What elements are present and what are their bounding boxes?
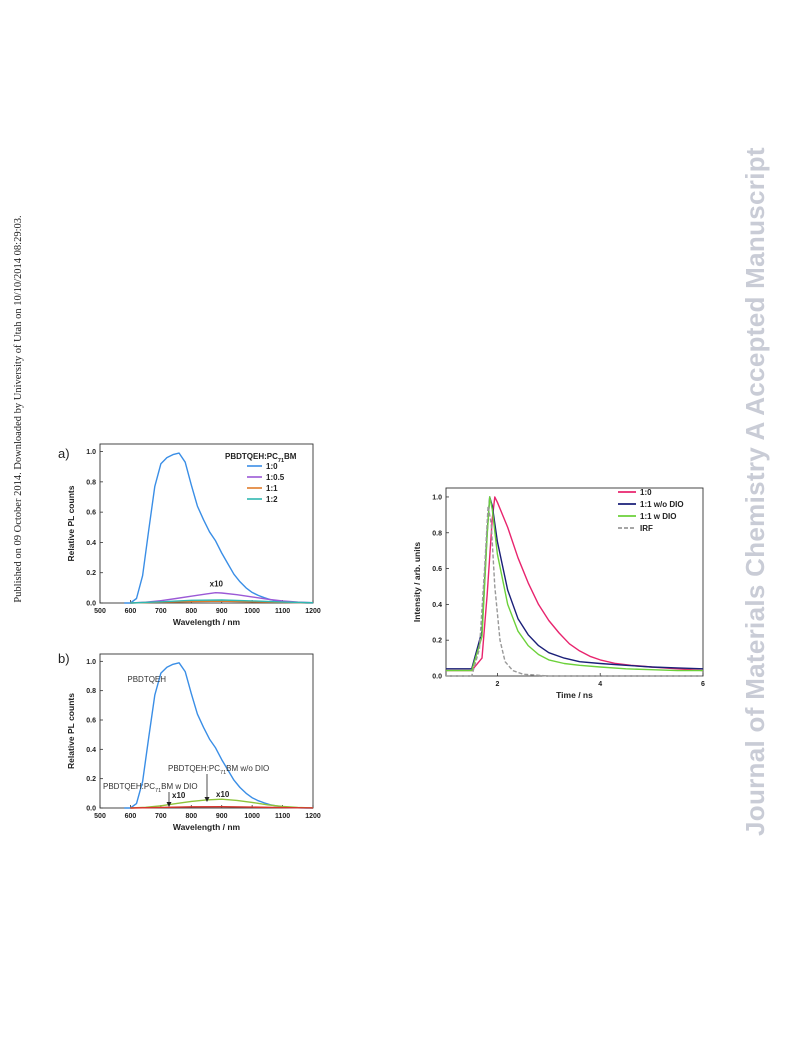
- legend-entry: 1:1 w/o DIO: [640, 500, 684, 509]
- x-tick-label: 1100: [275, 813, 290, 820]
- arrow-head: [166, 802, 172, 807]
- annotation-w-dio: PBDTQEH:PC71BM w DIO: [103, 782, 198, 794]
- arrow-head: [204, 797, 210, 802]
- x-tick-label: 500: [94, 813, 106, 820]
- x-tick-label: 900: [216, 608, 228, 615]
- y-tick-label: 1.0: [86, 659, 96, 666]
- legend-entry: 1:1: [266, 484, 278, 493]
- legend-entry: 1:0.5: [266, 473, 285, 482]
- y-tick-label: 0.4: [432, 602, 442, 609]
- y-tick-label: 0.4: [86, 747, 96, 754]
- y-tick-label: 1.0: [86, 449, 96, 456]
- x-tick-label: 700: [155, 608, 167, 615]
- series-line-2: [130, 806, 314, 809]
- y-tick-label: 0.6: [86, 510, 96, 517]
- x-tick-label: 6: [701, 681, 705, 688]
- annotation-x10: x10: [210, 579, 224, 588]
- y-tick-label: 0.4: [86, 540, 96, 547]
- y-tick-label: 0.0: [86, 806, 96, 813]
- x-tick-label: 1200: [305, 608, 321, 615]
- series-line-1: [130, 592, 314, 604]
- series-line-3: [446, 505, 703, 677]
- y-tick-label: 0.6: [86, 718, 96, 725]
- legend-entry: 1:0: [266, 462, 278, 471]
- series-line-3: [130, 599, 314, 604]
- y-tick-label: 0.8: [432, 530, 442, 537]
- legend-entry: 1:1 w DIO: [640, 512, 676, 521]
- x-tick-label: 700: [155, 813, 167, 820]
- x-tick-label: 800: [185, 608, 197, 615]
- series-line-2: [446, 496, 703, 672]
- y-tick-label: 0.0: [86, 601, 96, 608]
- x-tick-label: 1000: [244, 608, 260, 615]
- series-line-0: [446, 496, 704, 672]
- y-tick-label: 0.8: [86, 688, 96, 695]
- legend-title: PBDTQEH:PC71BM: [225, 452, 297, 464]
- y-axis-label: Relative PL counts: [66, 485, 76, 561]
- legend-entry: IRF: [640, 524, 653, 533]
- x-axis-label: Wavelength / nm: [173, 617, 241, 627]
- x-tick-label: 2: [495, 681, 499, 688]
- chart-b: 0.0 0.2 0.4 0.6 0.8 1.0 500 600 700 800 900 1000 110…: [58, 651, 321, 832]
- y-tick-label: 1.0: [432, 494, 442, 501]
- series-line-1: [130, 798, 314, 809]
- annotation-x10-right: x10: [216, 790, 230, 799]
- annotation-x10-left: x10: [172, 791, 186, 800]
- x-tick-label: 600: [125, 608, 137, 615]
- y-tick-label: 0.0: [432, 674, 442, 681]
- x-tick-label: 1200: [305, 813, 321, 820]
- chart-c: 0.0 0.2 0.4 0.6 0.8 1.0 2 4 6 Time / ns Intensity …: [412, 487, 705, 700]
- y-tick-label: 0.2: [432, 638, 442, 645]
- plot-frame: [99, 443, 314, 604]
- y-axis-label: Intensity / arb. units: [412, 542, 422, 623]
- legend-entry: 1:0: [640, 488, 652, 497]
- x-axis-label: Wavelength / nm: [173, 822, 241, 832]
- y-axis-label: Relative PL counts: [66, 693, 76, 769]
- x-tick-label: 500: [94, 608, 106, 615]
- x-tick-label: 600: [125, 813, 137, 820]
- legend-entry: 1:2: [266, 495, 278, 504]
- panel-label: a): [58, 446, 70, 461]
- y-tick-label: 0.6: [432, 566, 442, 573]
- plot-frame: [99, 653, 314, 809]
- x-tick-label: 1000: [244, 813, 260, 820]
- x-axis-label: Time / ns: [556, 690, 593, 700]
- chart-a: 0.0 0.2 0.4 0.6 0.8 1.0 500 600 700 800 900 1000 110…: [58, 443, 321, 627]
- y-tick-label: 0.8: [86, 479, 96, 486]
- annotation-pbdtqeh: PBDTQEH: [127, 675, 166, 684]
- annotation-wo-dio: PBDTQEH:PC71BM w/o DIO: [168, 764, 269, 776]
- x-tick-label: 1100: [275, 608, 290, 615]
- y-tick-label: 0.2: [86, 776, 96, 783]
- x-tick-label: 4: [598, 681, 602, 688]
- x-tick-label: 800: [185, 813, 197, 820]
- y-tick-label: 0.2: [86, 570, 96, 577]
- x-tick-label: 900: [216, 813, 228, 820]
- panel-label: b): [58, 651, 70, 666]
